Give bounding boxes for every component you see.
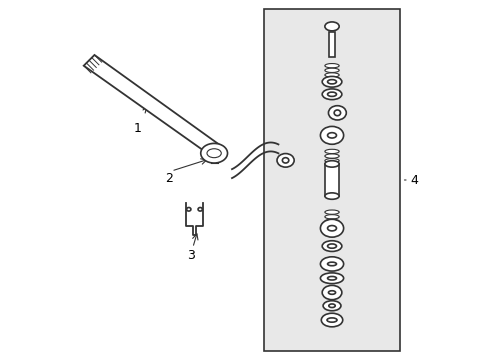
Text: 4: 4 bbox=[409, 174, 417, 186]
Ellipse shape bbox=[333, 110, 340, 116]
Ellipse shape bbox=[201, 143, 227, 163]
Ellipse shape bbox=[282, 158, 288, 163]
Ellipse shape bbox=[322, 241, 341, 251]
Ellipse shape bbox=[324, 154, 339, 158]
Ellipse shape bbox=[327, 226, 336, 231]
Ellipse shape bbox=[320, 257, 343, 271]
Ellipse shape bbox=[327, 244, 336, 248]
Ellipse shape bbox=[324, 161, 339, 167]
Ellipse shape bbox=[206, 149, 221, 158]
Ellipse shape bbox=[324, 158, 339, 163]
Ellipse shape bbox=[324, 193, 339, 199]
Text: 1: 1 bbox=[133, 122, 141, 135]
Ellipse shape bbox=[324, 210, 339, 214]
Ellipse shape bbox=[322, 89, 341, 100]
Text: 2: 2 bbox=[165, 172, 173, 185]
Ellipse shape bbox=[324, 149, 339, 154]
Ellipse shape bbox=[324, 64, 339, 68]
Ellipse shape bbox=[328, 106, 346, 120]
Ellipse shape bbox=[324, 219, 339, 224]
Ellipse shape bbox=[328, 291, 335, 294]
Ellipse shape bbox=[198, 207, 202, 211]
Ellipse shape bbox=[320, 219, 343, 237]
FancyBboxPatch shape bbox=[264, 9, 399, 351]
Ellipse shape bbox=[328, 304, 335, 307]
Ellipse shape bbox=[320, 126, 343, 144]
Ellipse shape bbox=[326, 318, 336, 322]
Ellipse shape bbox=[324, 22, 339, 31]
Polygon shape bbox=[83, 55, 221, 157]
Ellipse shape bbox=[323, 301, 340, 311]
Bar bbox=[328, 32, 335, 57]
Ellipse shape bbox=[320, 273, 343, 284]
Bar bbox=[324, 164, 339, 196]
Ellipse shape bbox=[324, 215, 339, 219]
Ellipse shape bbox=[327, 133, 336, 138]
Ellipse shape bbox=[324, 68, 339, 72]
Ellipse shape bbox=[327, 92, 336, 96]
Ellipse shape bbox=[324, 73, 339, 77]
Ellipse shape bbox=[324, 77, 339, 82]
Ellipse shape bbox=[322, 76, 341, 87]
Ellipse shape bbox=[327, 276, 336, 280]
Ellipse shape bbox=[321, 313, 342, 327]
Ellipse shape bbox=[322, 285, 341, 300]
Ellipse shape bbox=[186, 207, 190, 211]
Ellipse shape bbox=[327, 80, 336, 84]
Text: 3: 3 bbox=[186, 248, 194, 261]
Ellipse shape bbox=[276, 154, 294, 167]
Ellipse shape bbox=[327, 262, 336, 266]
